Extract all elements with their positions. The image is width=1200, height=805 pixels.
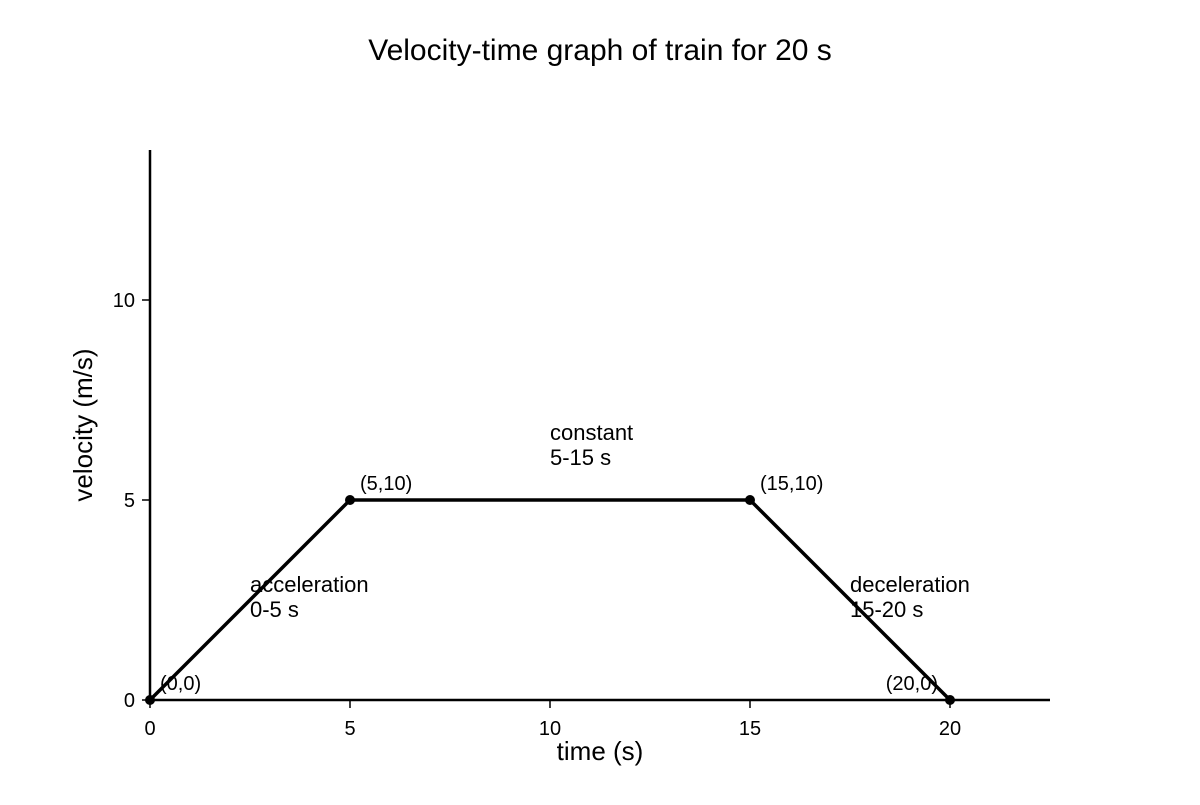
annotation-text: 0-5 s xyxy=(250,597,299,622)
y-tick-label: 5 xyxy=(124,490,135,512)
data-point-marker xyxy=(345,495,355,505)
annotation-text: 5-15 s xyxy=(550,445,611,470)
annotation-text: deceleration xyxy=(850,572,970,597)
data-point-label: (0,0) xyxy=(160,673,201,695)
x-tick-label: 0 xyxy=(144,718,155,740)
x-tick-label: 15 xyxy=(739,718,761,740)
x-tick-label: 20 xyxy=(939,718,961,740)
x-tick-label: 10 xyxy=(539,718,561,740)
y-axis-label: velocity (m/s) xyxy=(68,348,98,501)
x-tick-label: 5 xyxy=(344,718,355,740)
x-axis-label: time (s) xyxy=(557,736,644,766)
annotation-text: constant xyxy=(550,420,633,445)
y-tick-label: 0 xyxy=(124,690,135,712)
annotation-text: 15-20 s xyxy=(850,597,923,622)
data-point-label: (20,0) xyxy=(886,673,938,695)
data-point-marker xyxy=(945,695,955,705)
x-ticks: 0 5 10 15 20 xyxy=(144,700,961,740)
y-ticks: 0 5 10 xyxy=(113,290,150,712)
y-tick-label: 10 xyxy=(113,290,135,312)
series-line xyxy=(148,498,952,702)
data-point-marker xyxy=(745,495,755,505)
data-point-marker xyxy=(145,695,155,705)
chart-title: Velocity-time graph of train for 20 s xyxy=(368,34,832,67)
series-layer: (0,0) (5,10) (15,10) (20,0) xyxy=(145,473,955,705)
axes xyxy=(148,150,1050,702)
data-point-label: (5,10) xyxy=(360,473,412,495)
data-point-label: (15,10) xyxy=(760,473,823,495)
annotation-text: acceleration xyxy=(250,572,369,597)
